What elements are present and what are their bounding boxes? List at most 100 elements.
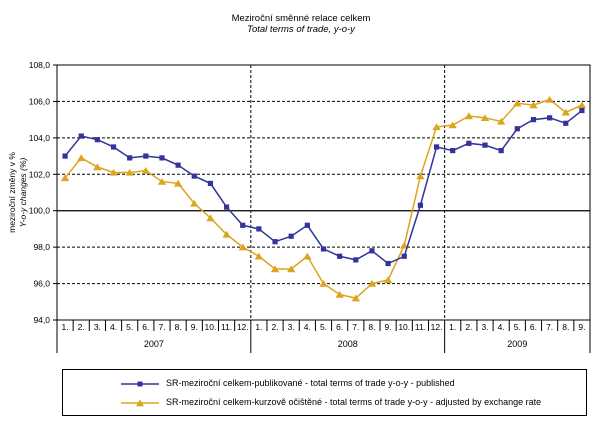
y-tick-label: 96,0 xyxy=(33,279,50,289)
x-tick-label: 10. xyxy=(205,322,217,332)
series-marker-published xyxy=(127,155,133,161)
series-marker-adjusted xyxy=(303,252,312,260)
series-marker-adjusted xyxy=(141,167,151,174)
series-marker-adjusted xyxy=(367,279,377,287)
series-marker-adjusted xyxy=(432,123,441,131)
year-label: 2007 xyxy=(144,339,164,349)
y-axis-subtitle: Y-o-y changes (%) xyxy=(18,157,28,227)
year-label: 2009 xyxy=(507,339,527,349)
x-tick-label: 9. xyxy=(578,322,585,332)
x-tick-label: 3. xyxy=(288,322,295,332)
series-marker-published xyxy=(207,180,214,186)
x-tick-label: 5. xyxy=(126,322,133,332)
series-marker-adjusted xyxy=(529,101,538,109)
x-tick-label: 6. xyxy=(530,322,537,332)
series-marker-adjusted xyxy=(577,101,587,109)
series-marker-adjusted xyxy=(351,294,361,302)
series-marker-adjusted xyxy=(286,265,296,273)
series-marker-published xyxy=(563,120,569,126)
series-marker-published xyxy=(78,133,84,139)
series-marker-published xyxy=(433,144,440,150)
series-marker-adjusted xyxy=(60,174,70,182)
series-marker-adjusted xyxy=(157,177,167,185)
series-marker-published xyxy=(94,137,100,143)
chart-subtitle: Total terms of trade, y-o-y xyxy=(247,24,355,35)
x-tick-label: 4. xyxy=(110,322,117,332)
x-tick-label: 4. xyxy=(304,322,311,332)
series-marker-published xyxy=(272,239,278,245)
series-marker-published xyxy=(288,233,294,239)
x-tick-label: 1. xyxy=(255,322,262,332)
series-marker-published xyxy=(530,117,537,123)
x-tick-label: 6. xyxy=(336,322,343,332)
series-marker-adjusted xyxy=(206,214,215,222)
legend-label-published: SR-meziroční celkem-publikované - total … xyxy=(166,378,455,388)
series-marker-adjusted xyxy=(77,154,86,162)
series-marker-adjusted xyxy=(222,230,231,238)
y-tick-label: 100,0 xyxy=(29,206,51,216)
series-marker-published xyxy=(175,162,181,168)
series-marker-published xyxy=(498,148,504,154)
series-marker-adjusted xyxy=(464,112,474,120)
x-tick-label: 11. xyxy=(415,322,426,332)
x-tick-label: 7. xyxy=(546,322,553,332)
series-marker-published xyxy=(240,222,246,228)
series-marker-adjusted xyxy=(93,163,102,171)
y-tick-label: 108,0 xyxy=(29,60,51,70)
x-tick-label: 9. xyxy=(385,322,392,332)
series-marker-published xyxy=(466,140,472,146)
y-tick-label: 102,0 xyxy=(29,169,51,179)
series-marker-published xyxy=(304,222,310,228)
series-marker-adjusted xyxy=(545,96,554,103)
series-marker-adjusted xyxy=(270,265,280,273)
series-marker-published xyxy=(62,153,68,159)
legend-row-adjusted: SR-meziroční celkem-kurzově očištěné - t… xyxy=(63,395,586,409)
series-marker-adjusted xyxy=(319,279,328,287)
legend-label-adjusted: SR-meziroční celkem-kurzově očištěné - t… xyxy=(166,397,542,407)
series-marker-published xyxy=(223,204,230,210)
x-tick-label: 12. xyxy=(237,322,249,332)
y-axis-title: meziroční změny v % xyxy=(7,152,17,233)
series-marker-adjusted xyxy=(496,117,506,125)
series-marker-published xyxy=(417,202,424,208)
series-marker-adjusted xyxy=(480,114,490,122)
square-marker-icon xyxy=(121,377,159,389)
series-marker-adjusted xyxy=(125,168,134,176)
series-marker-published xyxy=(482,142,488,148)
series-marker-adjusted xyxy=(238,243,247,251)
legend: SR-meziroční celkem-publikované - total … xyxy=(62,369,587,416)
x-tick-label: 9. xyxy=(191,322,198,332)
series-marker-published xyxy=(514,126,520,132)
series-marker-adjusted xyxy=(561,108,570,116)
y-tick-label: 104,0 xyxy=(29,133,51,143)
series-marker-published xyxy=(385,260,391,267)
series-marker-adjusted xyxy=(416,172,425,180)
x-tick-label: 11. xyxy=(221,322,232,332)
series-marker-published xyxy=(547,115,553,121)
series-marker-published xyxy=(191,173,197,179)
x-tick-label: 2. xyxy=(78,322,85,332)
chart-title-block: Meziroční směnné relace celkem Total ter… xyxy=(0,13,602,35)
series-line-published xyxy=(64,109,583,265)
triangle-marker-icon xyxy=(121,396,159,408)
series-marker-adjusted xyxy=(383,276,393,284)
chart-title: Meziroční směnné relace celkem xyxy=(231,13,371,24)
x-tick-label: 8. xyxy=(368,322,375,332)
series-marker-adjusted xyxy=(254,252,264,260)
series-marker-published xyxy=(450,148,456,154)
series-marker-adjusted xyxy=(513,99,522,107)
x-tick-label: 1. xyxy=(62,322,69,332)
series-marker-adjusted xyxy=(448,121,457,129)
x-tick-label: 10. xyxy=(398,322,410,332)
year-label: 2008 xyxy=(338,339,358,349)
x-tick-label: 4. xyxy=(498,322,505,332)
series-marker-published xyxy=(110,144,117,150)
x-tick-label: 5. xyxy=(514,322,521,332)
series-marker-published xyxy=(579,107,585,114)
x-tick-label: 3. xyxy=(481,322,488,332)
series-marker-adjusted xyxy=(335,290,344,298)
x-tick-label: 8. xyxy=(562,322,569,332)
y-tick-label: 94,0 xyxy=(33,315,50,325)
